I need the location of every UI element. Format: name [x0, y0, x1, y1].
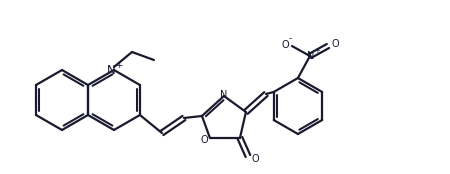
Text: O: O: [331, 39, 339, 49]
Text: +: +: [115, 61, 123, 69]
Text: +: +: [314, 48, 320, 54]
Text: O: O: [251, 154, 259, 164]
Text: N: N: [107, 64, 115, 77]
Text: N: N: [220, 90, 228, 100]
Text: -: -: [288, 34, 292, 44]
Text: O: O: [281, 40, 289, 50]
Text: O: O: [200, 135, 208, 145]
Text: N: N: [307, 51, 315, 61]
